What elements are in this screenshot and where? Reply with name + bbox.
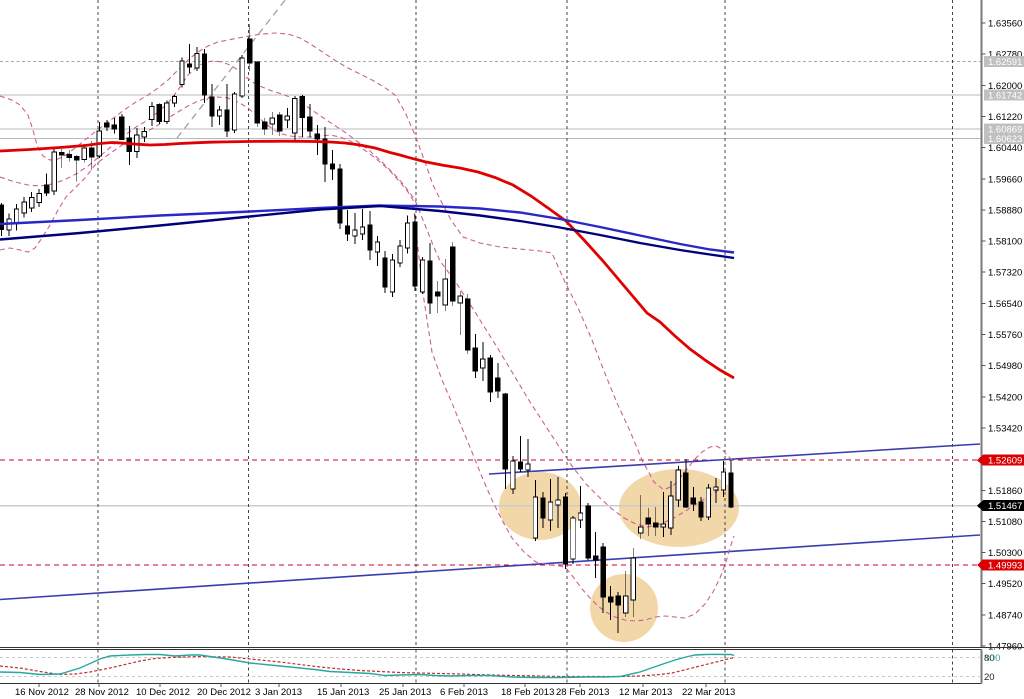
svg-text:1.48740: 1.48740 bbox=[988, 610, 1022, 621]
svg-text:18 Feb 2013: 18 Feb 2013 bbox=[501, 687, 554, 698]
svg-text:1.58880: 1.58880 bbox=[988, 205, 1022, 216]
svg-text:25 Jan 2013: 25 Jan 2013 bbox=[379, 687, 431, 698]
svg-text:1.54200: 1.54200 bbox=[988, 392, 1022, 403]
svg-text:20: 20 bbox=[984, 672, 995, 683]
svg-text:1.49993: 1.49993 bbox=[988, 561, 1022, 572]
svg-text:1.55760: 1.55760 bbox=[988, 330, 1022, 341]
svg-text:1.60869: 1.60869 bbox=[988, 125, 1022, 136]
svg-text:3 Jan 2013: 3 Jan 2013 bbox=[255, 687, 302, 698]
svg-text:1.51860: 1.51860 bbox=[988, 486, 1022, 497]
svg-text:1.51080: 1.51080 bbox=[988, 517, 1022, 528]
svg-text:22 Mar 2013: 22 Mar 2013 bbox=[682, 687, 735, 698]
svg-text:10 Dec 2012: 10 Dec 2012 bbox=[136, 687, 190, 698]
svg-text:1.60440: 1.60440 bbox=[988, 143, 1022, 154]
svg-text:1.50300: 1.50300 bbox=[988, 548, 1022, 559]
svg-text:1.62780: 1.62780 bbox=[988, 50, 1022, 61]
svg-text:1.62000: 1.62000 bbox=[988, 81, 1022, 92]
svg-text:1.51467: 1.51467 bbox=[988, 501, 1022, 512]
svg-text:1.53420: 1.53420 bbox=[988, 424, 1022, 435]
svg-text:1.52609: 1.52609 bbox=[988, 456, 1022, 467]
svg-text:1.62591: 1.62591 bbox=[988, 57, 1022, 68]
svg-text:1.58100: 1.58100 bbox=[988, 237, 1022, 248]
svg-text:28 Feb 2013: 28 Feb 2013 bbox=[556, 687, 609, 698]
svg-text:1.61220: 1.61220 bbox=[988, 112, 1022, 123]
svg-text:28 Nov 2012: 28 Nov 2012 bbox=[75, 687, 129, 698]
svg-text:20 Dec 2012: 20 Dec 2012 bbox=[197, 687, 251, 698]
svg-text:16 Nov 2012: 16 Nov 2012 bbox=[15, 687, 69, 698]
svg-text:1.49520: 1.49520 bbox=[988, 579, 1022, 590]
svg-text:6 Feb 2013: 6 Feb 2013 bbox=[440, 687, 488, 698]
svg-text:80: 80 bbox=[984, 653, 995, 664]
svg-text:1.61742: 1.61742 bbox=[988, 91, 1022, 102]
svg-text:1.63560: 1.63560 bbox=[988, 19, 1022, 30]
svg-text:1.56540: 1.56540 bbox=[988, 299, 1022, 310]
svg-text:15 Jan 2013: 15 Jan 2013 bbox=[317, 687, 369, 698]
svg-text:100: 100 bbox=[985, 653, 1001, 664]
svg-text:1.57320: 1.57320 bbox=[988, 268, 1022, 279]
svg-text:1.54980: 1.54980 bbox=[988, 361, 1022, 372]
svg-text:12 Mar 2013: 12 Mar 2013 bbox=[619, 687, 672, 698]
svg-text:1.59660: 1.59660 bbox=[988, 174, 1022, 185]
svg-text:1.60623: 1.60623 bbox=[988, 134, 1022, 145]
